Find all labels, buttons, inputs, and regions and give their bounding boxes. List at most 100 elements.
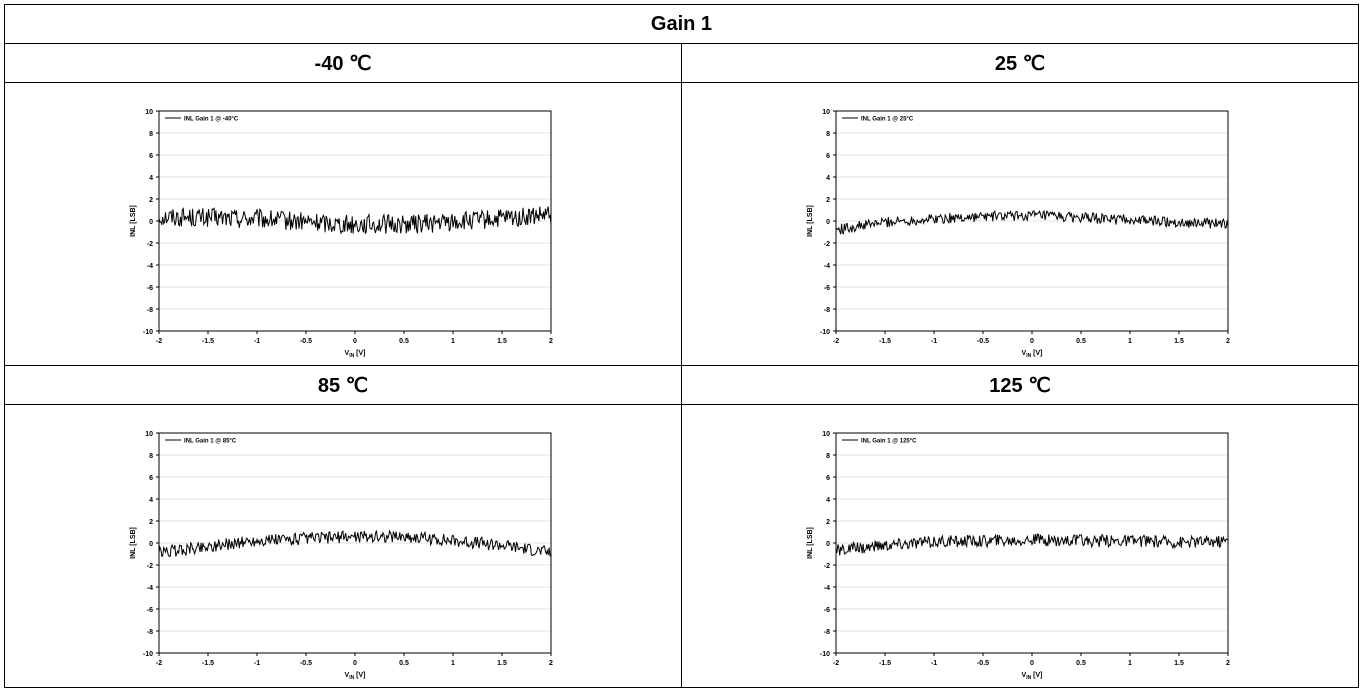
y-tick-label: 6 bbox=[826, 153, 830, 160]
x-tick-label: 2 bbox=[549, 660, 553, 667]
y-tick-label: -8 bbox=[147, 629, 153, 636]
y-tick-label: 2 bbox=[149, 197, 153, 204]
x-tick-label: -1.5 bbox=[879, 338, 891, 345]
y-tick-label: 4 bbox=[826, 175, 830, 182]
x-tick-label: -1 bbox=[254, 338, 260, 345]
y-tick-label: 4 bbox=[149, 175, 153, 182]
x-tick-label: 1 bbox=[451, 660, 455, 667]
y-tick-label: 2 bbox=[826, 197, 830, 204]
legend-label: INL Gain 1 @ -40°C bbox=[184, 117, 239, 123]
x-axis-label: VIN [V] bbox=[345, 672, 366, 679]
y-tick-label: -8 bbox=[824, 307, 830, 314]
x-tick-label: 0 bbox=[353, 660, 357, 667]
y-tick-label: 2 bbox=[149, 519, 153, 526]
y-tick-label: -4 bbox=[147, 263, 153, 270]
x-tick-label: 1 bbox=[451, 338, 455, 345]
y-tick-label: 8 bbox=[826, 131, 830, 138]
x-tick-label: -1.5 bbox=[879, 660, 891, 667]
x-tick-label: -0.5 bbox=[977, 660, 989, 667]
x-tick-label: 0 bbox=[1030, 660, 1034, 667]
y-tick-label: 0 bbox=[149, 541, 153, 548]
table-title: Gain 1 bbox=[4, 3, 1359, 45]
x-tick-label: -1.5 bbox=[202, 338, 214, 345]
x-tick-label: -1.5 bbox=[202, 660, 214, 667]
series-line bbox=[835, 210, 1229, 235]
y-tick-label: 0 bbox=[149, 219, 153, 226]
cell-header-m40: -40 ℃ bbox=[4, 43, 682, 84]
cell-header-85: 85 ℃ bbox=[4, 365, 682, 406]
y-tick-label: -2 bbox=[147, 241, 153, 248]
y-tick-label: 0 bbox=[826, 219, 830, 226]
x-tick-label: -1 bbox=[931, 338, 937, 345]
y-tick-label: 8 bbox=[149, 131, 153, 138]
y-tick-label: -6 bbox=[147, 607, 153, 614]
y-tick-label: 8 bbox=[826, 453, 830, 460]
y-tick-label: -10 bbox=[143, 329, 153, 336]
y-axis-label: INL [LSB] bbox=[130, 205, 137, 237]
x-tick-label: -0.5 bbox=[300, 660, 312, 667]
y-tick-label: -10 bbox=[820, 329, 830, 336]
x-tick-label: -2 bbox=[156, 338, 162, 345]
x-tick-label: 0.5 bbox=[1076, 338, 1086, 345]
x-tick-label: 1 bbox=[1128, 338, 1132, 345]
y-tick-label: 10 bbox=[145, 109, 153, 116]
y-tick-label: 4 bbox=[826, 497, 830, 504]
x-tick-label: 0.5 bbox=[399, 660, 409, 667]
x-axis-label: VIN [V] bbox=[1022, 672, 1043, 679]
y-tick-label: -6 bbox=[824, 285, 830, 292]
y-tick-label: -10 bbox=[143, 651, 153, 658]
y-tick-label: -10 bbox=[820, 651, 830, 658]
plot-cell-125: 10 8 6 4 2 0 -2 -4 -6 -8 -10 -2 -1.5 -1 -0.5 0 0.5 1 1.5 2 V… bbox=[681, 404, 1359, 688]
x-tick-label: -0.5 bbox=[300, 338, 312, 345]
results-table: Gain 1 -40 ℃ 25 ℃ 10 8 6 4 2 0 -2 -4 -6 -8 -10 -2 -1… bbox=[4, 3, 1359, 688]
y-tick-label: -6 bbox=[147, 285, 153, 292]
x-tick-label: 0 bbox=[353, 338, 357, 345]
x-axis-label: VIN [V] bbox=[1022, 350, 1043, 357]
cell-header-25: 25 ℃ bbox=[681, 43, 1359, 84]
x-tick-label: 1.5 bbox=[497, 660, 507, 667]
y-tick-label: 10 bbox=[822, 109, 830, 116]
x-tick-label: 0 bbox=[1030, 338, 1034, 345]
y-tick-label: 10 bbox=[145, 431, 153, 438]
x-tick-label: -1 bbox=[254, 660, 260, 667]
x-tick-label: -2 bbox=[833, 660, 839, 667]
x-tick-label: -1 bbox=[931, 660, 937, 667]
legend-label: INL Gain 1 @ 85°C bbox=[184, 439, 237, 445]
x-tick-label: -2 bbox=[833, 338, 839, 345]
x-tick-label: 0.5 bbox=[1076, 660, 1086, 667]
y-axis-label: INL [LSB] bbox=[807, 205, 814, 237]
x-tick-label: 0.5 bbox=[399, 338, 409, 345]
plot-cell-85: 10 8 6 4 2 0 -2 -4 -6 -8 -10 -2 -1.5 -1 -0.5 0 0.5 1 1.5 2 V… bbox=[4, 404, 682, 688]
y-tick-label: 6 bbox=[149, 475, 153, 482]
y-tick-label: -2 bbox=[824, 563, 830, 570]
x-tick-label: 2 bbox=[549, 338, 553, 345]
y-tick-label: -2 bbox=[824, 241, 830, 248]
y-tick-label: -4 bbox=[147, 585, 153, 592]
legend-label: INL Gain 1 @ 125°C bbox=[861, 439, 917, 445]
y-tick-label: 6 bbox=[149, 153, 153, 160]
y-axis-label: INL [LSB] bbox=[807, 527, 814, 559]
series-line bbox=[158, 529, 552, 558]
x-tick-label: -0.5 bbox=[977, 338, 989, 345]
x-axis-label: VIN [V] bbox=[345, 350, 366, 357]
plot-cell-m40: 10 8 6 4 2 0 -2 -4 -6 -8 -10 -2 -1.5 -1 -0.5 0 0.5 1 1.5 2 V… bbox=[4, 82, 682, 367]
plot-cell-25: 10 8 6 4 2 0 -2 -4 -6 -8 -10 -2 -1.5 -1 -0.5 0 0.5 1 1.5 2 V… bbox=[681, 82, 1359, 367]
x-tick-label: 1.5 bbox=[1174, 338, 1184, 345]
x-tick-label: -2 bbox=[156, 660, 162, 667]
x-tick-label: 2 bbox=[1226, 338, 1230, 345]
cell-header-125: 125 ℃ bbox=[681, 365, 1359, 406]
x-tick-label: 2 bbox=[1226, 660, 1230, 667]
y-tick-label: -8 bbox=[824, 629, 830, 636]
y-tick-label: 10 bbox=[822, 431, 830, 438]
series-line bbox=[835, 533, 1229, 556]
y-tick-label: -6 bbox=[824, 607, 830, 614]
y-tick-label: 8 bbox=[149, 453, 153, 460]
x-tick-label: 1.5 bbox=[1174, 660, 1184, 667]
y-tick-label: 6 bbox=[826, 475, 830, 482]
y-tick-label: -8 bbox=[147, 307, 153, 314]
legend-label: INL Gain 1 @ 25°C bbox=[861, 117, 914, 123]
